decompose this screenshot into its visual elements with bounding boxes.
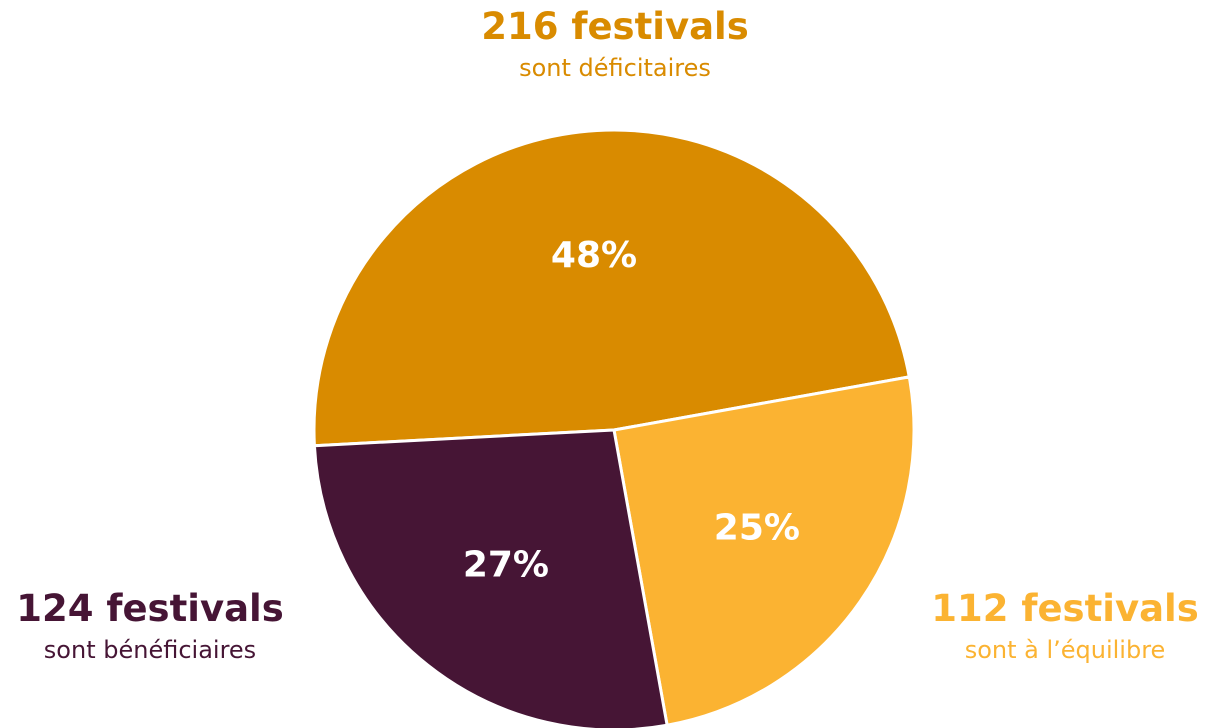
slice-deficit xyxy=(312,128,911,448)
percent-label-deficit: 48% xyxy=(551,235,637,276)
percent-label-profit: 27% xyxy=(463,544,549,585)
callout-profit: 124 festivals sont bénéficiaires xyxy=(0,587,300,664)
callout-deficit: 216 festivals sont déficitaires xyxy=(455,5,775,82)
callout-profit-description: sont bénéficiaires xyxy=(43,635,257,664)
callout-deficit-count: 216 festivals xyxy=(481,5,749,48)
percent-label-equilibrium: 25% xyxy=(714,507,800,548)
callout-equilibrium-count: 112 festivals xyxy=(931,587,1199,630)
callout-deficit-description: sont déficitaires xyxy=(519,53,711,82)
slice-profit xyxy=(312,428,669,728)
callout-equilibrium-description: sont à l’équilibre xyxy=(964,635,1166,664)
slice-equilibrium xyxy=(612,375,916,727)
callout-equilibrium: 112 festivals sont à l’équilibre xyxy=(920,587,1210,664)
callout-profit-count: 124 festivals xyxy=(16,587,284,630)
